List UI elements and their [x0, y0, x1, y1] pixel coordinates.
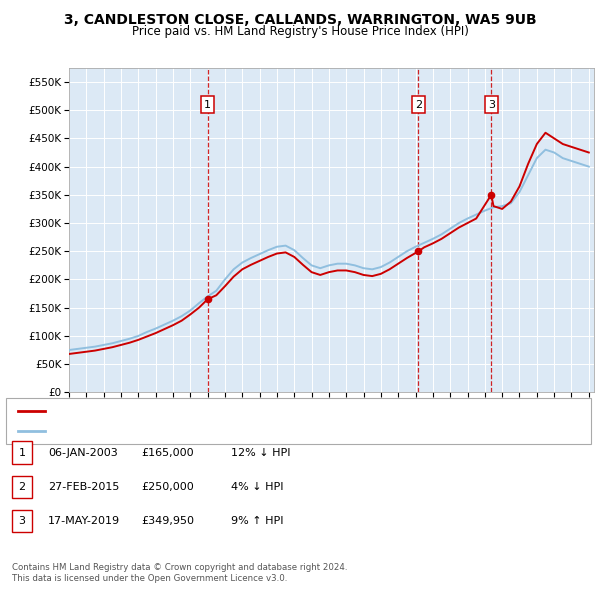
- Text: 17-MAY-2019: 17-MAY-2019: [48, 516, 120, 526]
- Text: 06-JAN-2003: 06-JAN-2003: [48, 448, 118, 457]
- Text: 4% ↓ HPI: 4% ↓ HPI: [231, 482, 284, 491]
- Text: 12% ↓ HPI: 12% ↓ HPI: [231, 448, 290, 457]
- Text: £250,000: £250,000: [141, 482, 194, 491]
- Text: 2: 2: [19, 482, 25, 491]
- Text: 9% ↑ HPI: 9% ↑ HPI: [231, 516, 284, 526]
- Text: Contains HM Land Registry data © Crown copyright and database right 2024.
This d: Contains HM Land Registry data © Crown c…: [12, 563, 347, 583]
- Text: Price paid vs. HM Land Registry's House Price Index (HPI): Price paid vs. HM Land Registry's House …: [131, 25, 469, 38]
- Text: 3: 3: [488, 100, 495, 110]
- Text: 3: 3: [19, 516, 25, 526]
- Text: 1: 1: [19, 448, 25, 457]
- Text: 1: 1: [204, 100, 211, 110]
- Text: 2: 2: [415, 100, 422, 110]
- Text: 3, CANDLESTON CLOSE, CALLANDS, WARRINGTON, WA5 9UB (detached house): 3, CANDLESTON CLOSE, CALLANDS, WARRINGTO…: [51, 406, 446, 416]
- Text: 27-FEB-2015: 27-FEB-2015: [48, 482, 119, 491]
- Text: £349,950: £349,950: [141, 516, 194, 526]
- Text: HPI: Average price, detached house, Warrington: HPI: Average price, detached house, Warr…: [51, 427, 291, 437]
- Text: £165,000: £165,000: [141, 448, 194, 457]
- Text: 3, CANDLESTON CLOSE, CALLANDS, WARRINGTON, WA5 9UB: 3, CANDLESTON CLOSE, CALLANDS, WARRINGTO…: [64, 13, 536, 27]
